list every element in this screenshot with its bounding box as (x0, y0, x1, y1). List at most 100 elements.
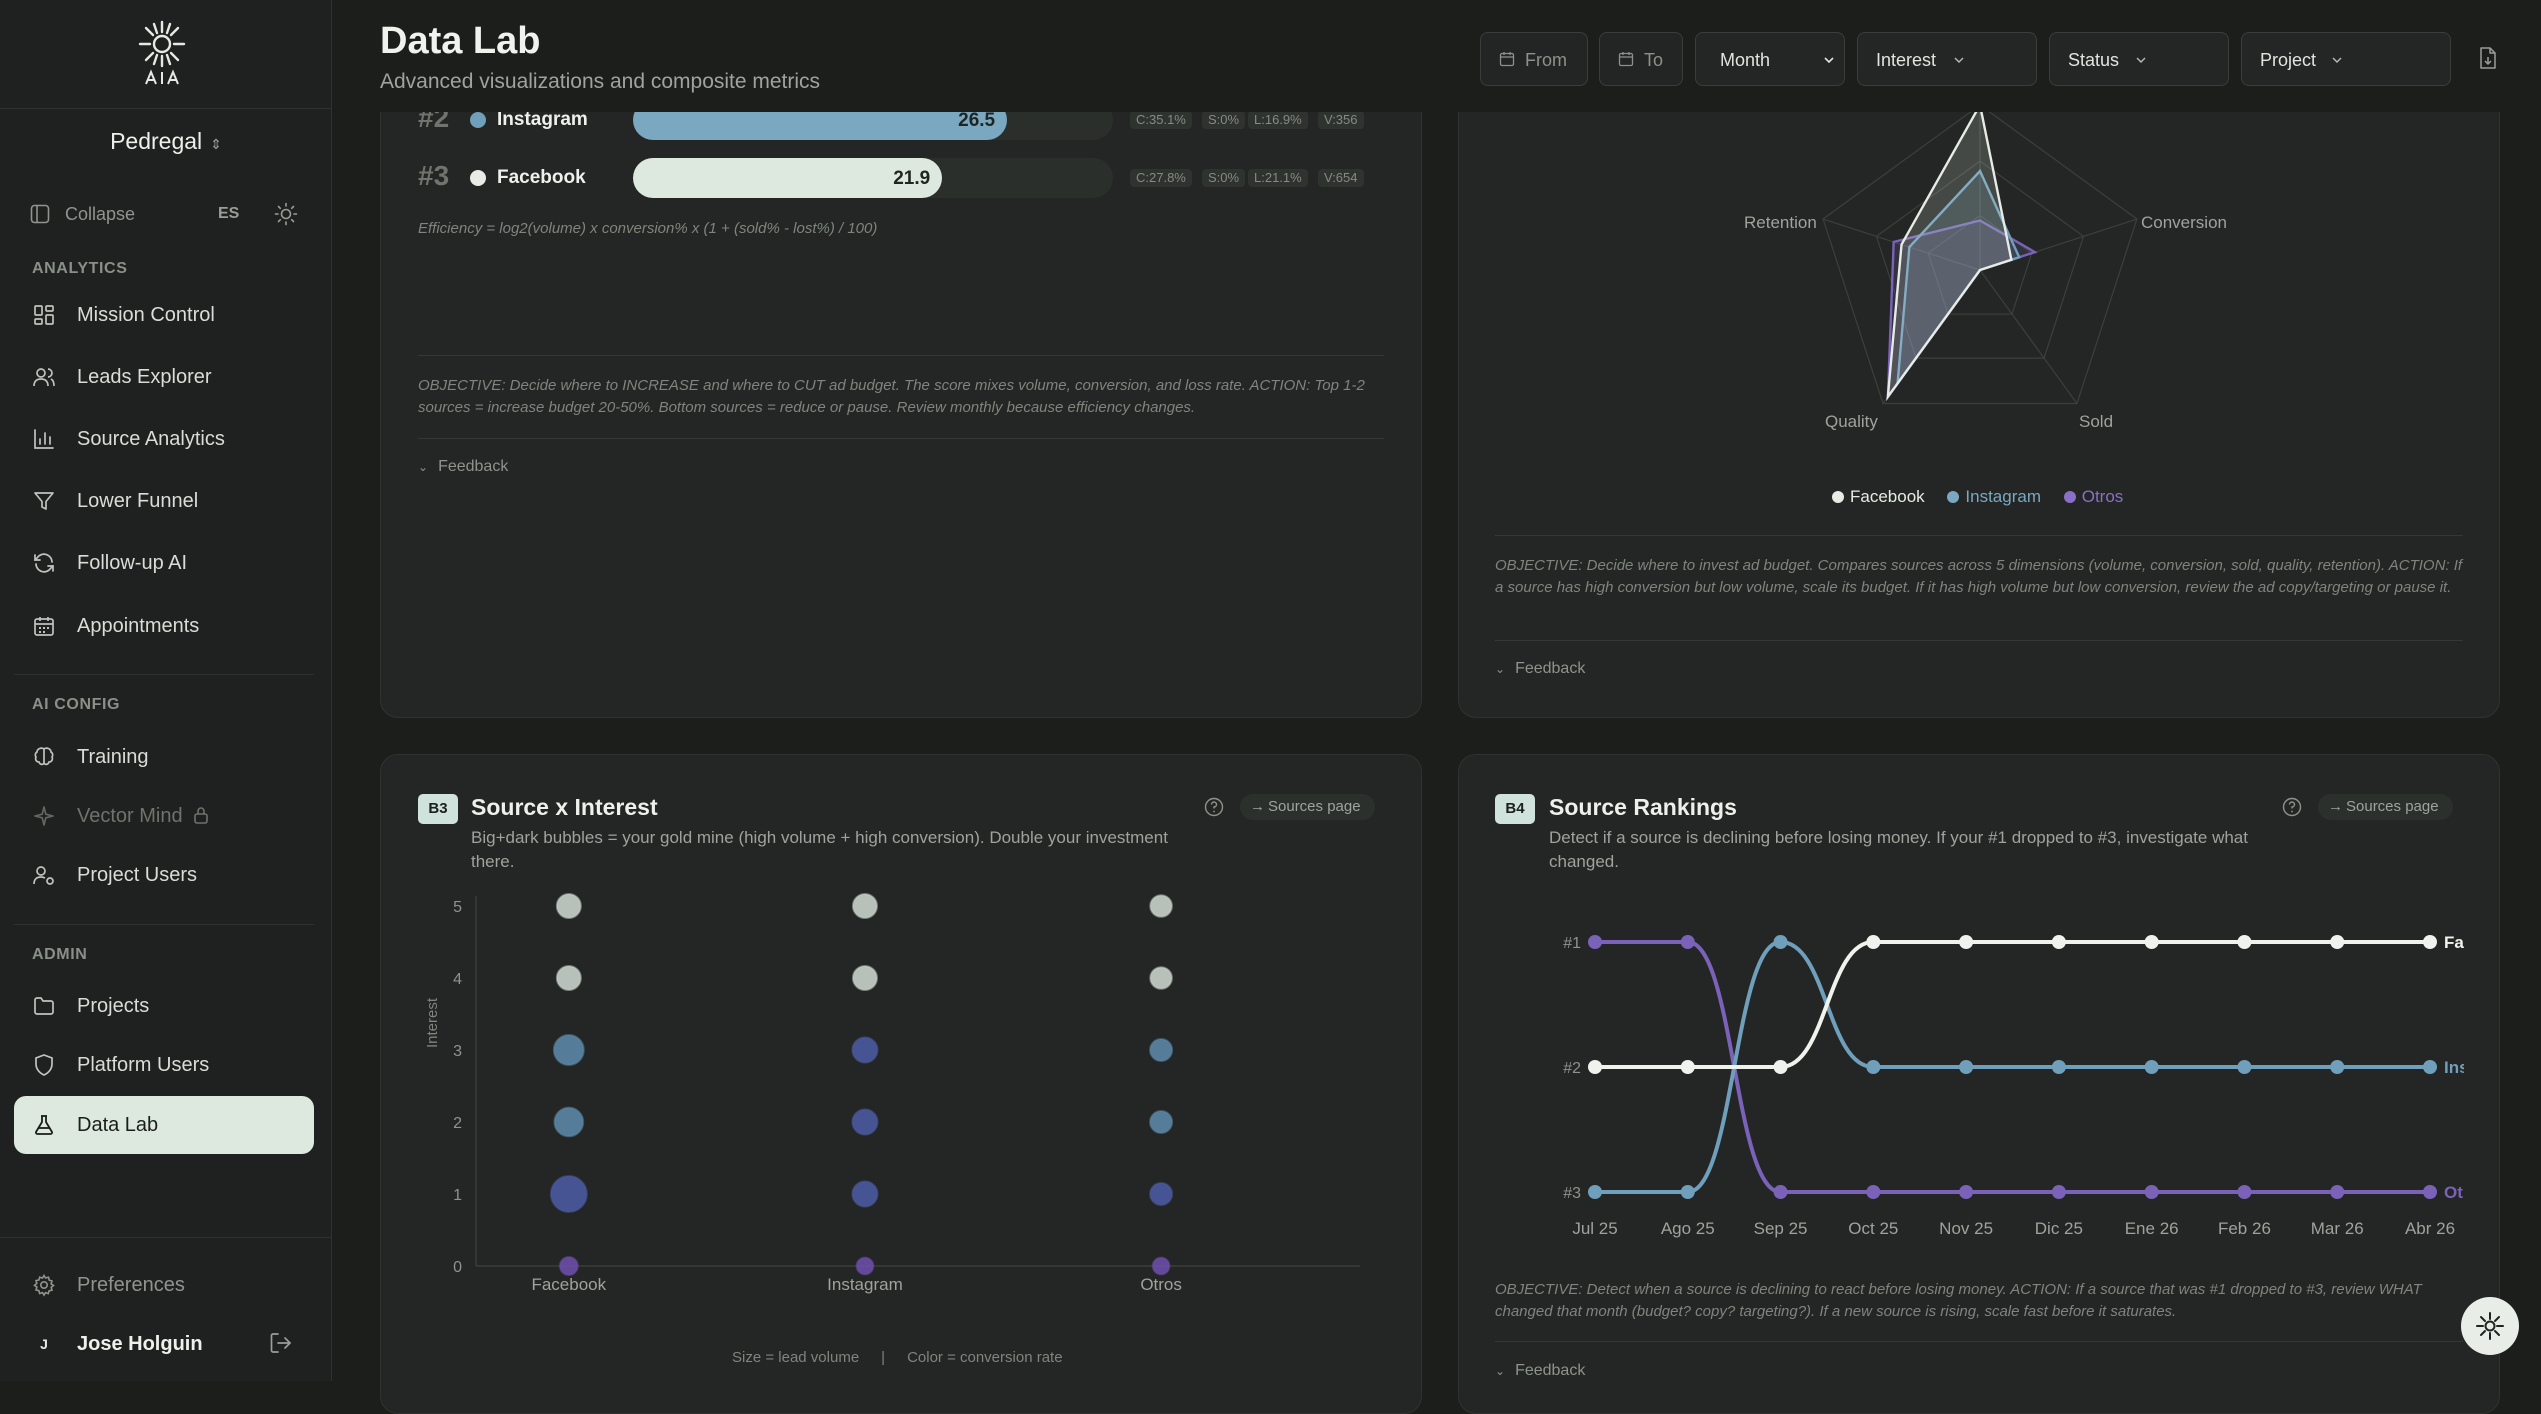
rank-point[interactable] (2144, 1060, 2159, 1074)
sidebar-item-label: Vector Mind (77, 805, 209, 828)
rank-point[interactable] (2144, 935, 2159, 949)
bubble-point[interactable] (549, 1175, 588, 1213)
sidebar-collapse-icon[interactable] (30, 204, 50, 224)
export-file-icon[interactable] (2477, 46, 2499, 70)
legend-item-facebook[interactable]: Facebook (1832, 487, 1925, 506)
sources-page-link[interactable]: → Sources page (2318, 794, 2453, 820)
sidebar-item-mission-control[interactable]: Mission Control (14, 287, 314, 343)
avatar: J (40, 1336, 48, 1352)
divider (1495, 640, 2463, 641)
chevron-down-icon (1824, 57, 1834, 64)
sidebar-item-project-users[interactable]: Project Users (14, 847, 314, 903)
color-legend: Color = conversion rate (907, 1349, 1063, 1366)
sidebar-item-source-analytics[interactable]: Source Analytics (14, 411, 314, 467)
bubble-point[interactable] (851, 1108, 879, 1136)
sidebar-item-training[interactable]: Training (14, 729, 314, 785)
date-to-button[interactable]: To (1599, 32, 1683, 86)
rank-point[interactable] (2051, 935, 2066, 949)
x-tick-label: Mar 26 (2311, 1219, 2364, 1238)
feedback-toggle[interactable]: ⌄ Feedback (1495, 1362, 1585, 1380)
chevron-updown-icon: ⇕ (210, 136, 222, 152)
bubble-point[interactable] (1149, 966, 1173, 990)
bubble-point[interactable] (1149, 1181, 1174, 1207)
logout-icon[interactable] (268, 1330, 294, 1356)
assistant-button[interactable] (2461, 1297, 2519, 1355)
rank-point[interactable] (2237, 935, 2252, 949)
rank-point[interactable] (2423, 935, 2437, 949)
rank-point[interactable] (2237, 1185, 2252, 1199)
sidebar-item-preferences[interactable]: Preferences (14, 1257, 314, 1313)
rank-point[interactable] (2423, 1060, 2437, 1074)
bubble-point[interactable] (555, 893, 582, 919)
rank-point[interactable] (1588, 935, 1602, 949)
help-icon[interactable] (1204, 797, 1224, 817)
divider (418, 355, 1384, 356)
bubble-point[interactable] (1149, 1037, 1174, 1063)
rank-point[interactable] (2330, 1185, 2345, 1199)
help-icon[interactable] (2282, 797, 2302, 817)
sidebar-item-appointments[interactable]: Appointments (14, 598, 314, 654)
rank-point[interactable] (1959, 1060, 1974, 1074)
app-logo[interactable] (132, 16, 192, 88)
legend-item-instagram[interactable]: Instagram (1947, 487, 2041, 506)
language-toggle[interactable]: ES (218, 205, 240, 222)
sidebar-item-leads-explorer[interactable]: Leads Explorer (14, 349, 314, 405)
bubble-point[interactable] (558, 1256, 579, 1276)
rank-point[interactable] (1588, 1185, 1602, 1199)
rank-point[interactable] (1773, 1185, 1788, 1199)
date-from-button[interactable]: From (1480, 32, 1588, 86)
x-tick-label: Facebook (531, 1275, 606, 1294)
bubble-point[interactable] (552, 1034, 585, 1066)
sun-icon[interactable] (274, 202, 298, 226)
sidebar-item-lower-funnel[interactable]: Lower Funnel (14, 473, 314, 529)
rank-point[interactable] (2144, 1185, 2159, 1199)
status-filter[interactable]: Status (2049, 32, 2229, 86)
rank-point[interactable] (1866, 1060, 1881, 1074)
metric-chip: C:27.8% (1130, 169, 1192, 187)
rank-point[interactable] (1680, 1185, 1695, 1199)
rank-point[interactable] (1588, 1060, 1602, 1074)
user-menu[interactable]: J Jose Holguin (14, 1320, 314, 1366)
feedback-toggle[interactable]: ⌄ Feedback (418, 458, 508, 476)
rank-point[interactable] (1773, 935, 1788, 949)
interest-filter[interactable]: Interest (1857, 32, 2037, 86)
bubble-point[interactable] (553, 1106, 585, 1138)
rank-point[interactable] (2237, 1060, 2252, 1074)
collapse-button[interactable]: Collapse (65, 204, 136, 224)
rank-point[interactable] (1959, 1185, 1974, 1199)
bubble-point[interactable] (851, 1036, 879, 1064)
rank-point[interactable] (2330, 1060, 2345, 1074)
rank-point[interactable] (2051, 1060, 2066, 1074)
rank-point[interactable] (1680, 1060, 1695, 1074)
bubble-point[interactable] (855, 1256, 875, 1276)
rank-line-facebook[interactable] (1595, 940, 2430, 1069)
bubble-point[interactable] (851, 1180, 879, 1208)
legend-item-otros[interactable]: Otros (2063, 487, 2123, 506)
bubble-point[interactable] (1149, 1109, 1174, 1135)
bubble-point[interactable] (555, 965, 582, 991)
rank-point[interactable] (1959, 935, 1974, 949)
rank-point[interactable] (1866, 935, 1881, 949)
period-select[interactable]: Month (1695, 32, 1845, 86)
chevron-down-icon: ⌄ (1495, 1364, 1506, 1378)
bubble-point[interactable] (1149, 894, 1173, 918)
sources-page-link[interactable]: → Sources page (1240, 794, 1375, 820)
bubble-point[interactable] (1151, 1256, 1171, 1276)
feedback-toggle[interactable]: ⌄ Feedback (1495, 660, 1585, 678)
bubble-point[interactable] (851, 965, 878, 991)
project-filter[interactable]: Project (2241, 32, 2451, 86)
rank-point[interactable] (2423, 1185, 2437, 1199)
rank-point[interactable] (2330, 935, 2345, 949)
rank-point[interactable] (1773, 1060, 1788, 1074)
sidebar-item-projects[interactable]: Projects (14, 978, 314, 1034)
rank-point[interactable] (1866, 1185, 1881, 1199)
sidebar-item-follow-up-ai[interactable]: Follow-up AI (14, 535, 314, 591)
sidebar-item-platform-users[interactable]: Platform Users (14, 1037, 314, 1093)
radar-series-facebook[interactable] (1886, 101, 2013, 402)
bubble-point[interactable] (851, 893, 878, 919)
rank-point[interactable] (2051, 1185, 2066, 1199)
workspace-switcher[interactable]: Pedregal ⇕ (0, 128, 332, 155)
sidebar-item-data-lab[interactable]: Data Lab (14, 1096, 314, 1154)
rank-point[interactable] (1680, 935, 1695, 949)
sidebar-item-label: Lower Funnel (77, 490, 199, 512)
